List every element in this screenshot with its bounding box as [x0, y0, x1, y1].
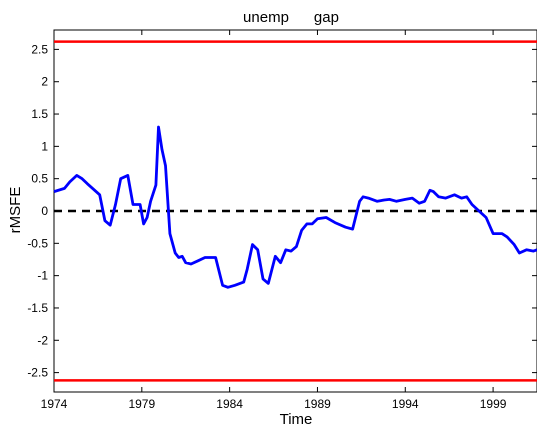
- series-line-rmsfe: [53, 125, 537, 289]
- x-tick-label: 1989: [304, 397, 331, 411]
- y-tick-label: -0.5: [27, 236, 48, 250]
- y-tick-label: 1.5: [31, 107, 48, 121]
- y-tick-label: 2.5: [31, 42, 48, 56]
- chart-title: unemp gap: [243, 9, 339, 26]
- y-tick-label: -1.5: [27, 301, 48, 315]
- y-axis-title: rMSFE: [7, 187, 24, 234]
- x-tick-label: 1994: [392, 397, 419, 411]
- y-tick-label: -1: [37, 269, 48, 283]
- y-tick-label: -2: [37, 333, 48, 347]
- x-tick-label: 1979: [128, 397, 155, 411]
- y-tick-label: -2.5: [27, 366, 48, 380]
- y-tick-label: 0.5: [31, 172, 48, 186]
- y-tick-label: 1: [41, 139, 48, 153]
- y-tick-label: 2: [41, 75, 48, 89]
- plot-area: 2.5 2 1.5 1 0.5 0 -0.5 -1 -1.5 -2 -2.5 1974 1979 1984…: [27, 29, 537, 411]
- y-tick-label: 0: [41, 204, 48, 218]
- x-axis-title: Time: [280, 411, 313, 428]
- x-tick-label: 1984: [216, 397, 243, 411]
- x-tick-label: 1974: [41, 397, 68, 411]
- x-tick-label: 1999: [480, 397, 507, 411]
